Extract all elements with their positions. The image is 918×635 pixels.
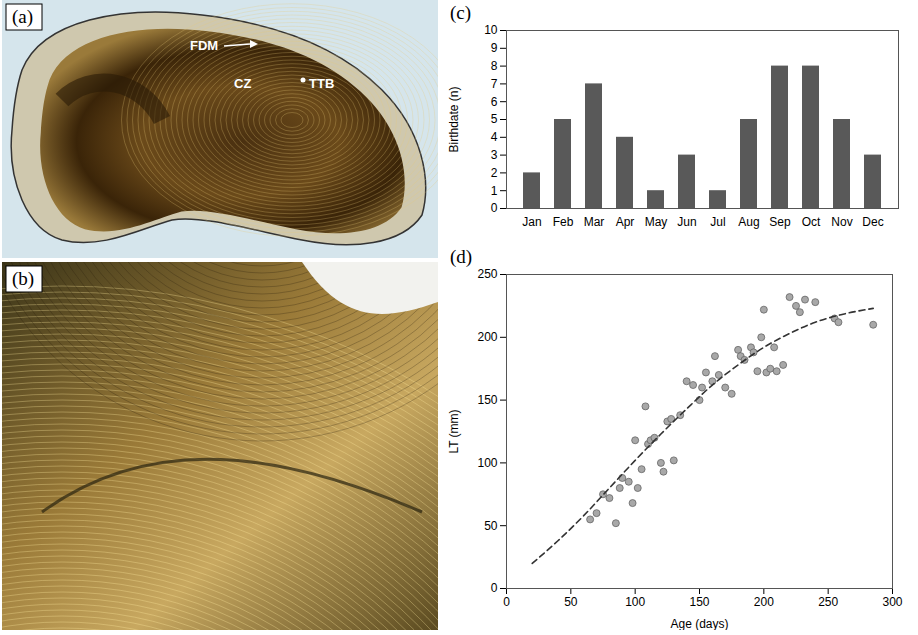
svg-text:250: 250 bbox=[477, 267, 497, 281]
svg-text:2: 2 bbox=[491, 166, 498, 180]
svg-text:4: 4 bbox=[491, 130, 498, 144]
html-text:(c): (c) bbox=[450, 2, 472, 23]
svg-text:Oct: Oct bbox=[802, 215, 821, 229]
svg-text:Nov: Nov bbox=[831, 215, 852, 229]
svg-text:9: 9 bbox=[491, 41, 498, 55]
svg-text:LT (mm): LT (mm) bbox=[447, 409, 461, 453]
svg-text:FDM: FDM bbox=[190, 38, 218, 53]
svg-text:5: 5 bbox=[491, 112, 498, 126]
svg-text:8: 8 bbox=[491, 59, 498, 73]
svg-text:Jan: Jan bbox=[522, 215, 541, 229]
svg-text:(b): (b) bbox=[12, 268, 34, 290]
svg-text:(a): (a) bbox=[12, 6, 33, 28]
svg-text:10: 10 bbox=[484, 23, 498, 37]
svg-text:TTB: TTB bbox=[309, 76, 334, 91]
svg-text:200: 200 bbox=[754, 595, 774, 609]
svg-text:7: 7 bbox=[491, 77, 498, 91]
svg-text:May: May bbox=[645, 215, 668, 229]
svg-text:150: 150 bbox=[477, 393, 497, 407]
svg-text:100: 100 bbox=[625, 595, 645, 609]
svg-text:0: 0 bbox=[503, 595, 510, 609]
svg-text:0: 0 bbox=[491, 201, 498, 215]
svg-text:Aug: Aug bbox=[738, 215, 759, 229]
svg-text:1: 1 bbox=[491, 184, 498, 198]
svg-text:50: 50 bbox=[484, 519, 498, 533]
svg-text:300: 300 bbox=[882, 595, 902, 609]
svg-text:Birthdate (n): Birthdate (n) bbox=[447, 86, 461, 152]
svg-text:Mar: Mar bbox=[584, 215, 605, 229]
svg-text:50: 50 bbox=[564, 595, 578, 609]
svg-text:150: 150 bbox=[689, 595, 709, 609]
svg-text:Jul: Jul bbox=[710, 215, 725, 229]
svg-text:Feb: Feb bbox=[553, 215, 574, 229]
svg-text:Age (days): Age (days) bbox=[670, 617, 728, 631]
svg-text:0: 0 bbox=[491, 581, 498, 595]
svg-text:3: 3 bbox=[491, 148, 498, 162]
svg-text:CZ: CZ bbox=[234, 76, 251, 91]
html-text:(d): (d) bbox=[450, 246, 473, 267]
svg-text:200: 200 bbox=[477, 330, 497, 344]
svg-text:Sep: Sep bbox=[769, 215, 791, 229]
svg-text:Jun: Jun bbox=[677, 215, 696, 229]
svg-text:Apr: Apr bbox=[616, 215, 635, 229]
svg-text:6: 6 bbox=[491, 95, 498, 109]
svg-text:250: 250 bbox=[818, 595, 838, 609]
svg-text:Dec: Dec bbox=[862, 215, 883, 229]
svg-text:100: 100 bbox=[477, 456, 497, 470]
